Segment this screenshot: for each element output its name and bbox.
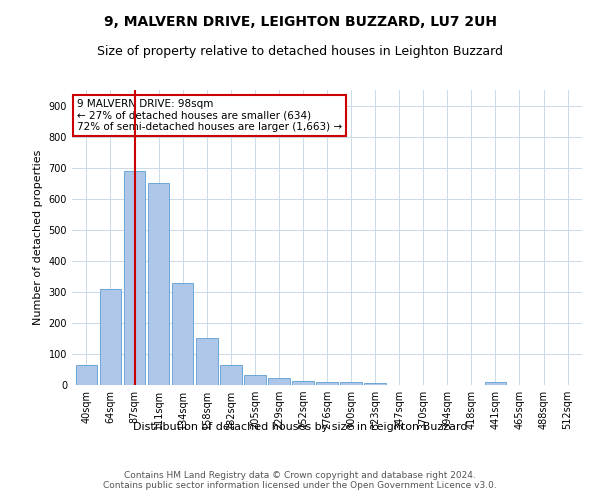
Bar xyxy=(292,380,314,385)
Bar xyxy=(148,183,169,385)
Text: 9 MALVERN DRIVE: 98sqm
← 27% of detached houses are smaller (634)
72% of semi-de: 9 MALVERN DRIVE: 98sqm ← 27% of detached… xyxy=(77,99,342,132)
Text: 9, MALVERN DRIVE, LEIGHTON BUZZARD, LU7 2UH: 9, MALVERN DRIVE, LEIGHTON BUZZARD, LU7 … xyxy=(104,15,497,29)
Bar xyxy=(244,375,266,385)
Text: Distribution of detached houses by size in Leighton Buzzard: Distribution of detached houses by size … xyxy=(133,422,467,432)
Text: Contains HM Land Registry data © Crown copyright and database right 2024.
Contai: Contains HM Land Registry data © Crown c… xyxy=(103,470,497,490)
Bar xyxy=(196,338,218,385)
Bar xyxy=(220,365,242,385)
Text: Size of property relative to detached houses in Leighton Buzzard: Size of property relative to detached ho… xyxy=(97,45,503,58)
Bar xyxy=(316,382,338,385)
Bar xyxy=(76,366,97,385)
Bar xyxy=(100,288,121,385)
Bar xyxy=(124,170,145,385)
Bar xyxy=(485,382,506,385)
Bar xyxy=(172,284,193,385)
Bar xyxy=(364,382,386,385)
Bar xyxy=(268,378,290,385)
Y-axis label: Number of detached properties: Number of detached properties xyxy=(33,150,43,325)
Bar xyxy=(340,382,362,385)
